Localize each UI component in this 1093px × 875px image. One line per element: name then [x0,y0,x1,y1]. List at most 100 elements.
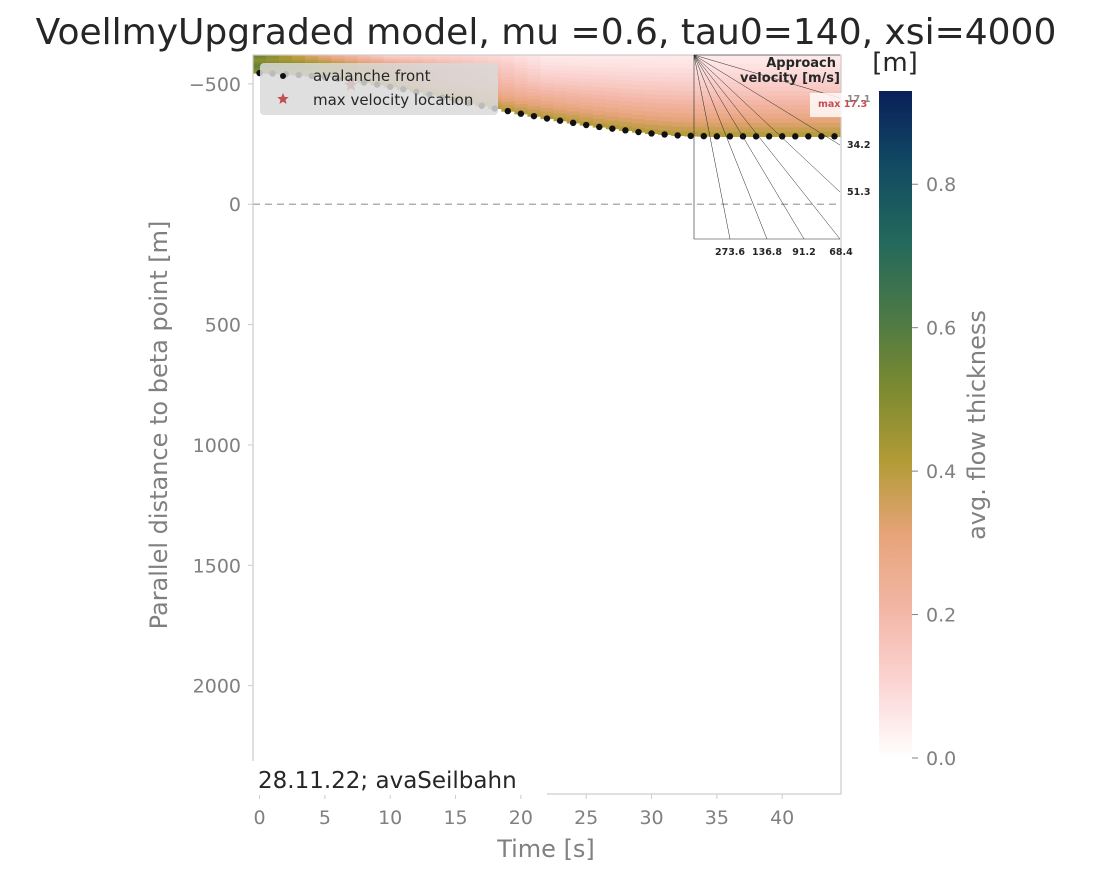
heatmap-cell [749,104,764,110]
heatmap-cell [579,78,594,83]
heatmap-cell [514,87,528,92]
heatmap-cell [553,55,568,60]
heatmap-cell [540,83,555,88]
heatmap-cell [814,77,829,83]
heatmap-cell [684,126,698,132]
heatmap-cell [279,60,293,63]
heatmap-cell [514,68,528,72]
heatmap-cell [501,86,515,90]
heatmap-cell [645,124,659,130]
inset-velocity-line [693,54,841,240]
heatmap-cell [527,55,542,59]
heatmap-cell [292,56,306,58]
avalanche-front-point [752,133,760,140]
heatmap-cell [684,63,698,70]
heatmap-cell [788,95,803,101]
heatmap-cell [501,73,515,78]
heatmap-cell [540,90,555,95]
heatmap-cell [736,82,751,88]
heatmap-cell [762,122,777,128]
heatmap-cell [801,82,816,88]
avalanche-front-point [635,128,642,136]
heatmap-cell [658,121,672,127]
heatmap-cell [553,76,568,82]
heatmap-cell [788,122,803,128]
heatmap-cell [801,127,816,133]
heatmap-cell [553,95,568,100]
heatmap-cell [762,55,777,61]
heatmap-cell [645,102,659,108]
heatmap-cell [253,59,267,61]
heatmap-cell [645,107,659,113]
heatmap-cell [592,118,607,124]
heatmap-cell [723,55,738,61]
heatmap-cell [684,72,698,79]
heatmap-cell [723,82,738,88]
heatmap-cell [618,88,633,94]
heatmap-cell [645,98,659,104]
heatmap-cell [658,72,672,78]
avalanche-front-point [765,133,773,140]
heatmap-cell [540,69,555,74]
heatmap-cell [775,73,790,79]
heatmap-cell [253,65,267,67]
heatmap-cell [618,113,633,119]
heatmap-cell [605,59,620,64]
heatmap-cell [671,68,685,74]
heatmap-cell [749,100,764,106]
heatmap-cell [671,86,685,92]
y-tick-label: 500 [205,315,241,337]
heatmap-cell [266,56,280,58]
heatmap-cell [279,58,293,60]
heatmap-cell [566,85,581,90]
heatmap-cell [396,58,411,62]
heatmap-cell [540,76,555,81]
heatmap-cell [671,55,685,61]
heatmap-cell [827,86,841,92]
heatmap-cell [514,97,528,102]
heatmap-cell [762,86,777,92]
inset-max-box [810,93,868,117]
heatmap-cell [618,63,633,69]
heatmap-cell [540,86,555,91]
heatmap-cell [631,67,646,73]
heatmap-cell [814,55,829,61]
heatmap-cell [592,102,607,108]
heatmap-cell [605,87,620,93]
heatmap-cell [697,118,711,124]
heatmap-cell [527,58,542,63]
heatmap-cell [671,81,685,87]
heatmap-cell [475,60,489,65]
heatmap-cell [501,95,515,100]
inset-velocity-line [693,54,731,240]
inset-velocity-line [693,54,805,240]
heatmap-cell [827,73,841,79]
heatmap-cell [697,82,711,88]
heatmap-cell [658,85,672,91]
heatmap-cell [253,60,267,62]
heatmap-cell [775,86,790,92]
heatmap-cell [749,109,764,115]
heatmap-cell [618,59,633,64]
heatmap-cell [331,61,346,64]
inset-velocity-line [693,54,768,240]
inset-right-label: 34.2 [847,140,870,151]
heatmap-cell [305,58,319,61]
heatmap-cell [645,63,659,69]
heatmap-cell [396,60,411,64]
heatmap-cell [527,105,542,110]
heatmap-cell [540,111,555,116]
heatmap-cell [684,113,698,119]
heatmap-cell [749,113,764,119]
heatmap-cell [331,60,346,63]
heatmap-cell [801,118,816,124]
avalanche-front-point [818,133,825,140]
heatmap-cell [671,72,685,78]
heatmap-cell [579,58,594,64]
heatmap-cell [618,96,633,102]
legend-front-label: avalanche front [313,67,431,85]
heatmap-cell [553,87,568,93]
heatmap-cell [788,64,803,70]
heatmap-cell [827,59,841,65]
inset-title-line-1: Approach [766,56,836,71]
